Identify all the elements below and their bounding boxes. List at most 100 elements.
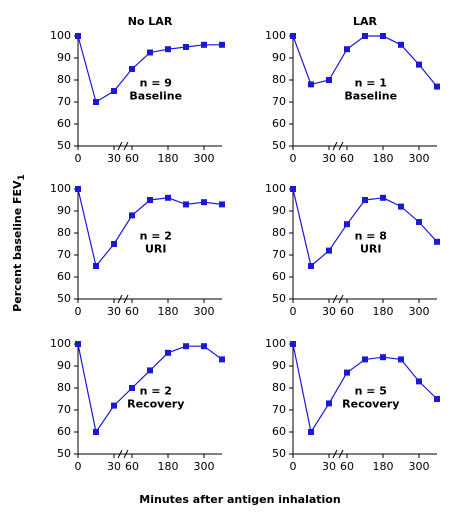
marker [147, 49, 153, 56]
x-tick-label: 30 [322, 152, 336, 165]
annotation: Baseline [129, 89, 182, 102]
marker [111, 88, 117, 94]
x-tick-label: 180 [158, 152, 179, 165]
marker [344, 221, 350, 228]
y-tick-label: 60 [57, 425, 71, 438]
axis-break [332, 449, 338, 459]
y-tick-label: 100 [50, 29, 71, 42]
marker [344, 369, 350, 376]
marker [434, 396, 440, 402]
marker [165, 349, 171, 356]
y-tick-label: 50 [57, 292, 71, 305]
marker [362, 356, 368, 363]
y-tick-label: 60 [57, 117, 71, 130]
marker [147, 367, 153, 374]
panel-title: LAR [353, 15, 378, 28]
y-tick-label: 90 [272, 51, 286, 64]
marker [129, 385, 135, 391]
axis-break [123, 141, 129, 151]
x-tick-label: 60 [340, 305, 354, 318]
y-tick-label: 100 [265, 29, 286, 42]
x-tick-label: 0 [290, 152, 297, 165]
x-tick-label: 60 [340, 152, 354, 165]
marker [75, 186, 81, 192]
y-tick-label: 70 [272, 248, 286, 261]
x-tick-label: 30 [107, 305, 121, 318]
marker [308, 429, 314, 435]
axis-break [338, 141, 344, 151]
x-tick-label: 0 [290, 460, 297, 473]
x-tick-label: 300 [409, 460, 430, 473]
marker [398, 356, 404, 363]
marker [344, 46, 350, 53]
marker [111, 241, 117, 247]
x-tick-label: 180 [373, 460, 394, 473]
annotation: Recovery [127, 397, 184, 410]
y-tick-label: 70 [57, 248, 71, 261]
x-tick-label: 300 [409, 305, 430, 318]
x-tick-label: 0 [75, 460, 82, 473]
marker [416, 378, 422, 385]
y-tick-label: 80 [272, 226, 286, 239]
annotation: URI [360, 242, 382, 255]
marker [290, 341, 296, 347]
y-tick-label: 70 [272, 95, 286, 108]
y-tick-label: 100 [265, 337, 286, 350]
y-tick-label: 90 [272, 359, 286, 372]
y-tick-label: 50 [57, 139, 71, 152]
axis-break [338, 449, 344, 459]
marker [219, 41, 225, 48]
x-tick-label: 0 [75, 152, 82, 165]
axis-break [117, 449, 123, 459]
x-tick-label: 300 [194, 460, 215, 473]
y-tick-label: 80 [57, 381, 71, 394]
x-tick-label: 300 [194, 305, 215, 318]
marker [290, 186, 296, 192]
y-tick-label: 80 [272, 73, 286, 86]
marker [434, 238, 440, 245]
marker [362, 197, 368, 203]
marker [183, 44, 189, 50]
marker [362, 33, 368, 39]
x-tick-label: 300 [194, 152, 215, 165]
y-tick-label: 90 [272, 204, 286, 217]
marker [93, 263, 99, 269]
marker [75, 341, 81, 347]
y-tick-label: 80 [272, 381, 286, 394]
marker [380, 194, 386, 201]
marker [147, 197, 153, 203]
marker [75, 33, 81, 39]
marker [326, 400, 332, 407]
y-tick-label: 80 [57, 226, 71, 239]
marker [398, 203, 404, 210]
y-tick-label: 50 [272, 292, 286, 305]
x-tick-label: 60 [125, 305, 139, 318]
marker [111, 402, 117, 409]
marker [308, 263, 314, 269]
y-tick-label: 50 [272, 139, 286, 152]
annotation: URI [145, 242, 167, 255]
marker [183, 201, 189, 208]
annotation: n = 8 [355, 229, 387, 242]
y-tick-label: 60 [272, 117, 286, 130]
y-tick-label: 70 [57, 95, 71, 108]
marker [129, 66, 135, 72]
marker [201, 199, 207, 206]
annotation: Baseline [344, 89, 397, 102]
marker [398, 41, 404, 48]
y-tick-label: 60 [57, 270, 71, 283]
y-tick-label: 100 [50, 337, 71, 350]
marker [165, 194, 171, 201]
y-tick-label: 90 [57, 51, 71, 64]
x-tick-label: 0 [75, 305, 82, 318]
marker [308, 81, 314, 88]
marker [290, 33, 296, 39]
axis-break [123, 294, 129, 304]
annotation: n = 2 [140, 384, 172, 397]
marker [380, 354, 386, 361]
marker [93, 429, 99, 435]
annotation: n = 1 [355, 76, 387, 89]
axis-break [117, 141, 123, 151]
y-label-text: Percent baseline FEV [11, 180, 24, 312]
